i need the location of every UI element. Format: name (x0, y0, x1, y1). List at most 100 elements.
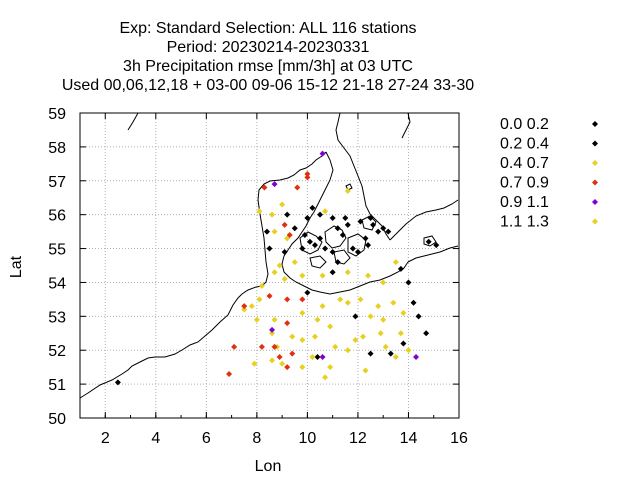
data-point (259, 344, 265, 350)
data-point (264, 229, 270, 235)
data-point (393, 259, 399, 265)
data-point (292, 225, 298, 231)
data-point (315, 317, 321, 323)
data-point (342, 215, 348, 221)
y-tick-labels: 50 51 52 53 54 55 56 57 58 59 (48, 106, 66, 428)
data-point (380, 279, 386, 285)
data-point (299, 246, 305, 252)
legend-marker (592, 141, 598, 147)
data-point (289, 351, 295, 357)
data-point (345, 300, 351, 306)
legend-marker (592, 180, 598, 186)
y-tick-label: 52 (48, 343, 66, 360)
data-point (327, 324, 333, 330)
coastline-west (80, 113, 326, 398)
data-point (398, 330, 404, 336)
data-point (320, 303, 326, 309)
data-point (330, 269, 336, 275)
data-point (284, 212, 290, 218)
data-point (368, 313, 374, 319)
data-point (360, 334, 366, 340)
chart-title: Exp: Standard Selection: ALL 116 station… (62, 20, 474, 94)
data-point (254, 317, 260, 323)
data-point (352, 337, 358, 343)
legend-marker (592, 219, 598, 225)
legend-entry-label: 0.2 0.4 (500, 136, 549, 153)
axis-ticks (80, 113, 459, 418)
data-points (115, 151, 439, 386)
coastline-sweden (336, 113, 458, 240)
data-point (320, 354, 326, 360)
data-point (380, 317, 386, 323)
data-point (411, 300, 417, 306)
data-point (330, 215, 336, 221)
data-point (294, 185, 300, 191)
data-point (375, 229, 381, 235)
data-point (267, 246, 273, 252)
data-point (426, 239, 432, 245)
data-point (284, 320, 290, 326)
data-point (299, 364, 305, 370)
x-tick-label: 2 (101, 430, 110, 447)
data-point (322, 374, 328, 380)
y-tick-label: 54 (48, 275, 66, 292)
data-point (405, 279, 411, 285)
data-point (400, 340, 406, 346)
data-point (363, 368, 369, 374)
data-point (320, 151, 326, 157)
data-point (350, 246, 356, 252)
data-point (241, 303, 247, 309)
data-point (304, 171, 310, 177)
title-line-4: Used 00,06,12,18 + 03-00 09-06 15-12 21-… (62, 77, 474, 94)
data-point (423, 330, 429, 336)
data-point (322, 208, 328, 214)
data-point (272, 181, 278, 187)
data-point (284, 296, 290, 302)
data-point (282, 222, 288, 228)
data-point (231, 344, 237, 350)
data-point (317, 235, 323, 241)
data-point (383, 344, 389, 350)
data-point (289, 334, 295, 340)
title-line-2: Period: 20230214-20230331 (167, 39, 370, 56)
data-point (226, 371, 232, 377)
y-tick-label: 58 (48, 140, 66, 157)
data-point (269, 212, 275, 218)
data-point (272, 229, 278, 235)
legend-entry-label: 0.0 0.2 (500, 116, 549, 133)
data-point (340, 232, 346, 238)
data-point (363, 235, 369, 241)
x-tick-label: 6 (202, 430, 211, 447)
coastline-map (80, 113, 458, 398)
y-tick-label: 59 (48, 106, 66, 123)
data-point (312, 242, 318, 248)
data-point (282, 276, 288, 282)
data-point (249, 303, 255, 309)
data-point (365, 242, 371, 248)
data-point (299, 296, 305, 302)
data-point (332, 344, 338, 350)
data-point (320, 273, 326, 279)
coastline-jutland (282, 152, 408, 294)
legend-entry-label: 0.9 1.1 (500, 194, 549, 211)
data-point (416, 313, 422, 319)
data-point (269, 327, 275, 333)
data-point (378, 330, 384, 336)
x-tick-label: 8 (252, 430, 261, 447)
data-point (312, 334, 318, 340)
legend-marker (592, 160, 598, 166)
y-tick-label: 56 (48, 208, 66, 225)
y-tick-label: 53 (48, 309, 66, 326)
coastline-baltic-south (408, 246, 458, 262)
data-point (279, 202, 285, 208)
data-point (388, 351, 394, 357)
legend-entry-label: 1.1 1.3 (500, 214, 549, 231)
data-point (277, 354, 283, 360)
title-line-3: 3h Precipitation rmse [mm/3h] at 03 UTC (123, 58, 413, 75)
legend-entry-label: 0.4 0.7 (500, 155, 549, 172)
data-point (393, 354, 399, 360)
data-point (345, 347, 351, 353)
x-tick-label: 4 (151, 430, 160, 447)
y-tick-label: 51 (48, 377, 66, 394)
